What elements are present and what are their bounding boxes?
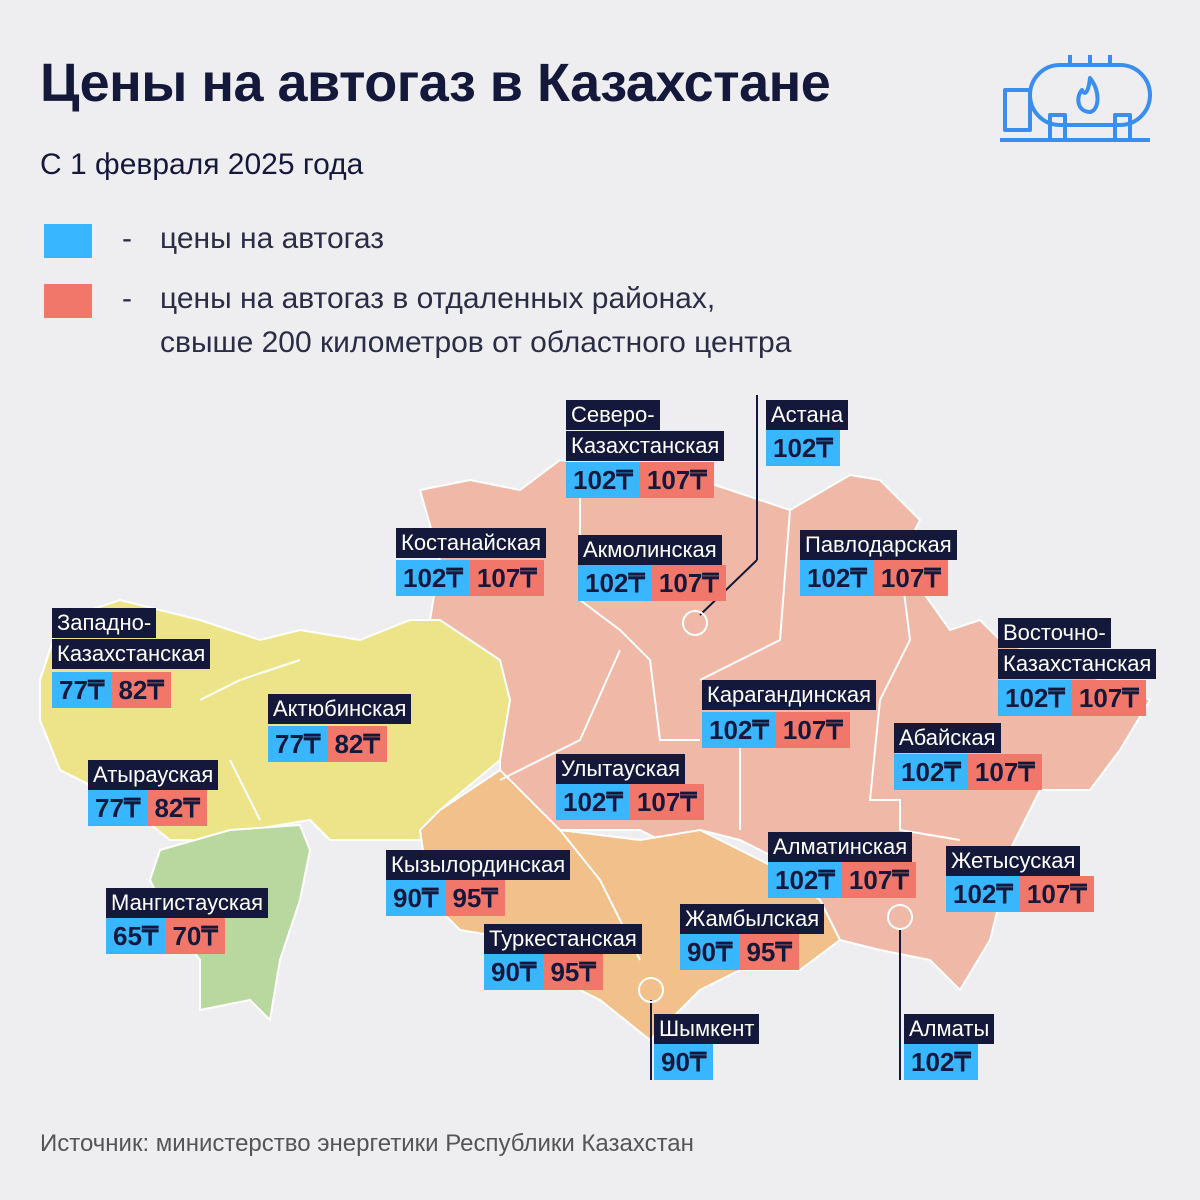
remote-price: 95₸ (739, 934, 799, 970)
price-row: 102₸ 107₸ (800, 560, 948, 596)
price: 102₸ (946, 876, 1020, 912)
price: 90₸ (386, 880, 446, 916)
price: 90₸ (654, 1044, 714, 1080)
region-name: Атырауская (88, 760, 219, 790)
legend-text: цены на автогаз в отдаленных районах, (160, 282, 716, 315)
source: Источник: министерство энергетики Респуб… (40, 1130, 694, 1157)
region-name: Мангистауская (106, 888, 269, 918)
region-name: Северо- (566, 400, 660, 430)
price: 102₸ (904, 1044, 978, 1080)
price: 102₸ (998, 680, 1072, 716)
price: 77₸ (52, 672, 112, 708)
legend-dash: - (122, 282, 132, 315)
city-marker (682, 610, 708, 636)
price-row: 102₸ 107₸ (768, 862, 916, 898)
remote-price: 82₸ (111, 672, 171, 708)
remote-price: 70₸ (165, 918, 225, 954)
region-name: Жамбылская (680, 904, 825, 934)
price: 102₸ (800, 560, 874, 596)
legend-swatch (44, 224, 92, 258)
price-row: 90₸ (654, 1044, 714, 1080)
region-name: Жетысуская (946, 846, 1081, 876)
price-row: 102₸ 107₸ (578, 565, 726, 601)
legend-dash: - (122, 222, 132, 255)
price-row: 102₸ 107₸ (702, 712, 850, 748)
price-row: 65₸ 70₸ (106, 918, 225, 954)
region-name: Западно- (52, 608, 157, 638)
city-marker (887, 904, 913, 930)
price-row: 102₸ 107₸ (894, 754, 1042, 790)
price: 102₸ (556, 784, 630, 820)
price: 102₸ (894, 754, 968, 790)
price: 102₸ (768, 862, 842, 898)
price-row: 102₸ 107₸ (998, 680, 1146, 716)
title: Цены на автогаз в Казахстане (40, 53, 831, 113)
remote-price: 95₸ (543, 954, 603, 990)
region-name: Улытауская (556, 754, 685, 784)
remote-price: 107₸ (841, 862, 916, 898)
price: 102₸ (702, 712, 776, 748)
price: 102₸ (566, 462, 640, 498)
price-row: 102₸ 107₸ (396, 560, 544, 596)
price: 65₸ (106, 918, 166, 954)
remote-price: 107₸ (469, 560, 544, 596)
region-name: Акмолинская (578, 535, 722, 565)
leader-line (699, 559, 758, 616)
region-name: Кызылординская (386, 850, 571, 880)
remote-price: 82₸ (147, 790, 207, 826)
price: 102₸ (396, 560, 470, 596)
price: 102₸ (766, 430, 840, 466)
price-row: 77₸ 82₸ (52, 672, 171, 708)
price: 90₸ (484, 954, 544, 990)
price: 90₸ (680, 934, 740, 970)
price-row: 90₸ 95₸ (386, 880, 505, 916)
price-row: 77₸ 82₸ (88, 790, 207, 826)
legend-text: свыше 200 километров от областного центр… (160, 326, 792, 359)
price: 77₸ (268, 726, 328, 762)
price-row: 102₸ 107₸ (556, 784, 704, 820)
price-row: 102₸ (904, 1044, 978, 1080)
city-marker (638, 977, 664, 1003)
legend-text: цены на автогаз (160, 222, 385, 255)
remote-price: 107₸ (775, 712, 850, 748)
price: 77₸ (88, 790, 148, 826)
region-name: Туркестанская (484, 924, 642, 954)
region-name: Казахстанская (566, 431, 725, 461)
region-name: Шымкент (654, 1014, 760, 1044)
remote-price: 107₸ (639, 462, 714, 498)
region-name: Восточно- (998, 618, 1111, 648)
price-row: 90₸ 95₸ (680, 934, 799, 970)
remote-price: 107₸ (967, 754, 1042, 790)
region-name: Павлодарская (800, 530, 957, 560)
legend-swatch (44, 284, 92, 318)
remote-price: 107₸ (651, 565, 726, 601)
subtitle: С 1 февраля 2025 года (40, 148, 364, 181)
region-name: Алматы (904, 1014, 995, 1044)
price-row: 90₸ 95₸ (484, 954, 603, 990)
remote-price: 82₸ (327, 726, 387, 762)
region-name: Казахстанская (998, 649, 1157, 679)
region-name: Алматинская (768, 832, 913, 862)
region-name: Абайская (894, 723, 1001, 753)
price: 102₸ (578, 565, 652, 601)
price-row: 77₸ 82₸ (268, 726, 387, 762)
remote-price: 107₸ (873, 560, 948, 596)
region-name: Костанайская (396, 528, 547, 558)
region-name: Актюбинская (268, 694, 412, 724)
region-name: Карагандинская (702, 680, 876, 710)
remote-price: 95₸ (445, 880, 505, 916)
gas-tank-icon (1000, 55, 1152, 142)
remote-price: 107₸ (1071, 680, 1146, 716)
price-row: 102₸ 107₸ (566, 462, 714, 498)
remote-price: 107₸ (1019, 876, 1094, 912)
region-name: Астана (766, 400, 849, 430)
price-row: 102₸ 107₸ (946, 876, 1094, 912)
price-row: 102₸ (766, 430, 840, 466)
remote-price: 107₸ (629, 784, 704, 820)
region-name: Казахстанская (52, 639, 211, 669)
